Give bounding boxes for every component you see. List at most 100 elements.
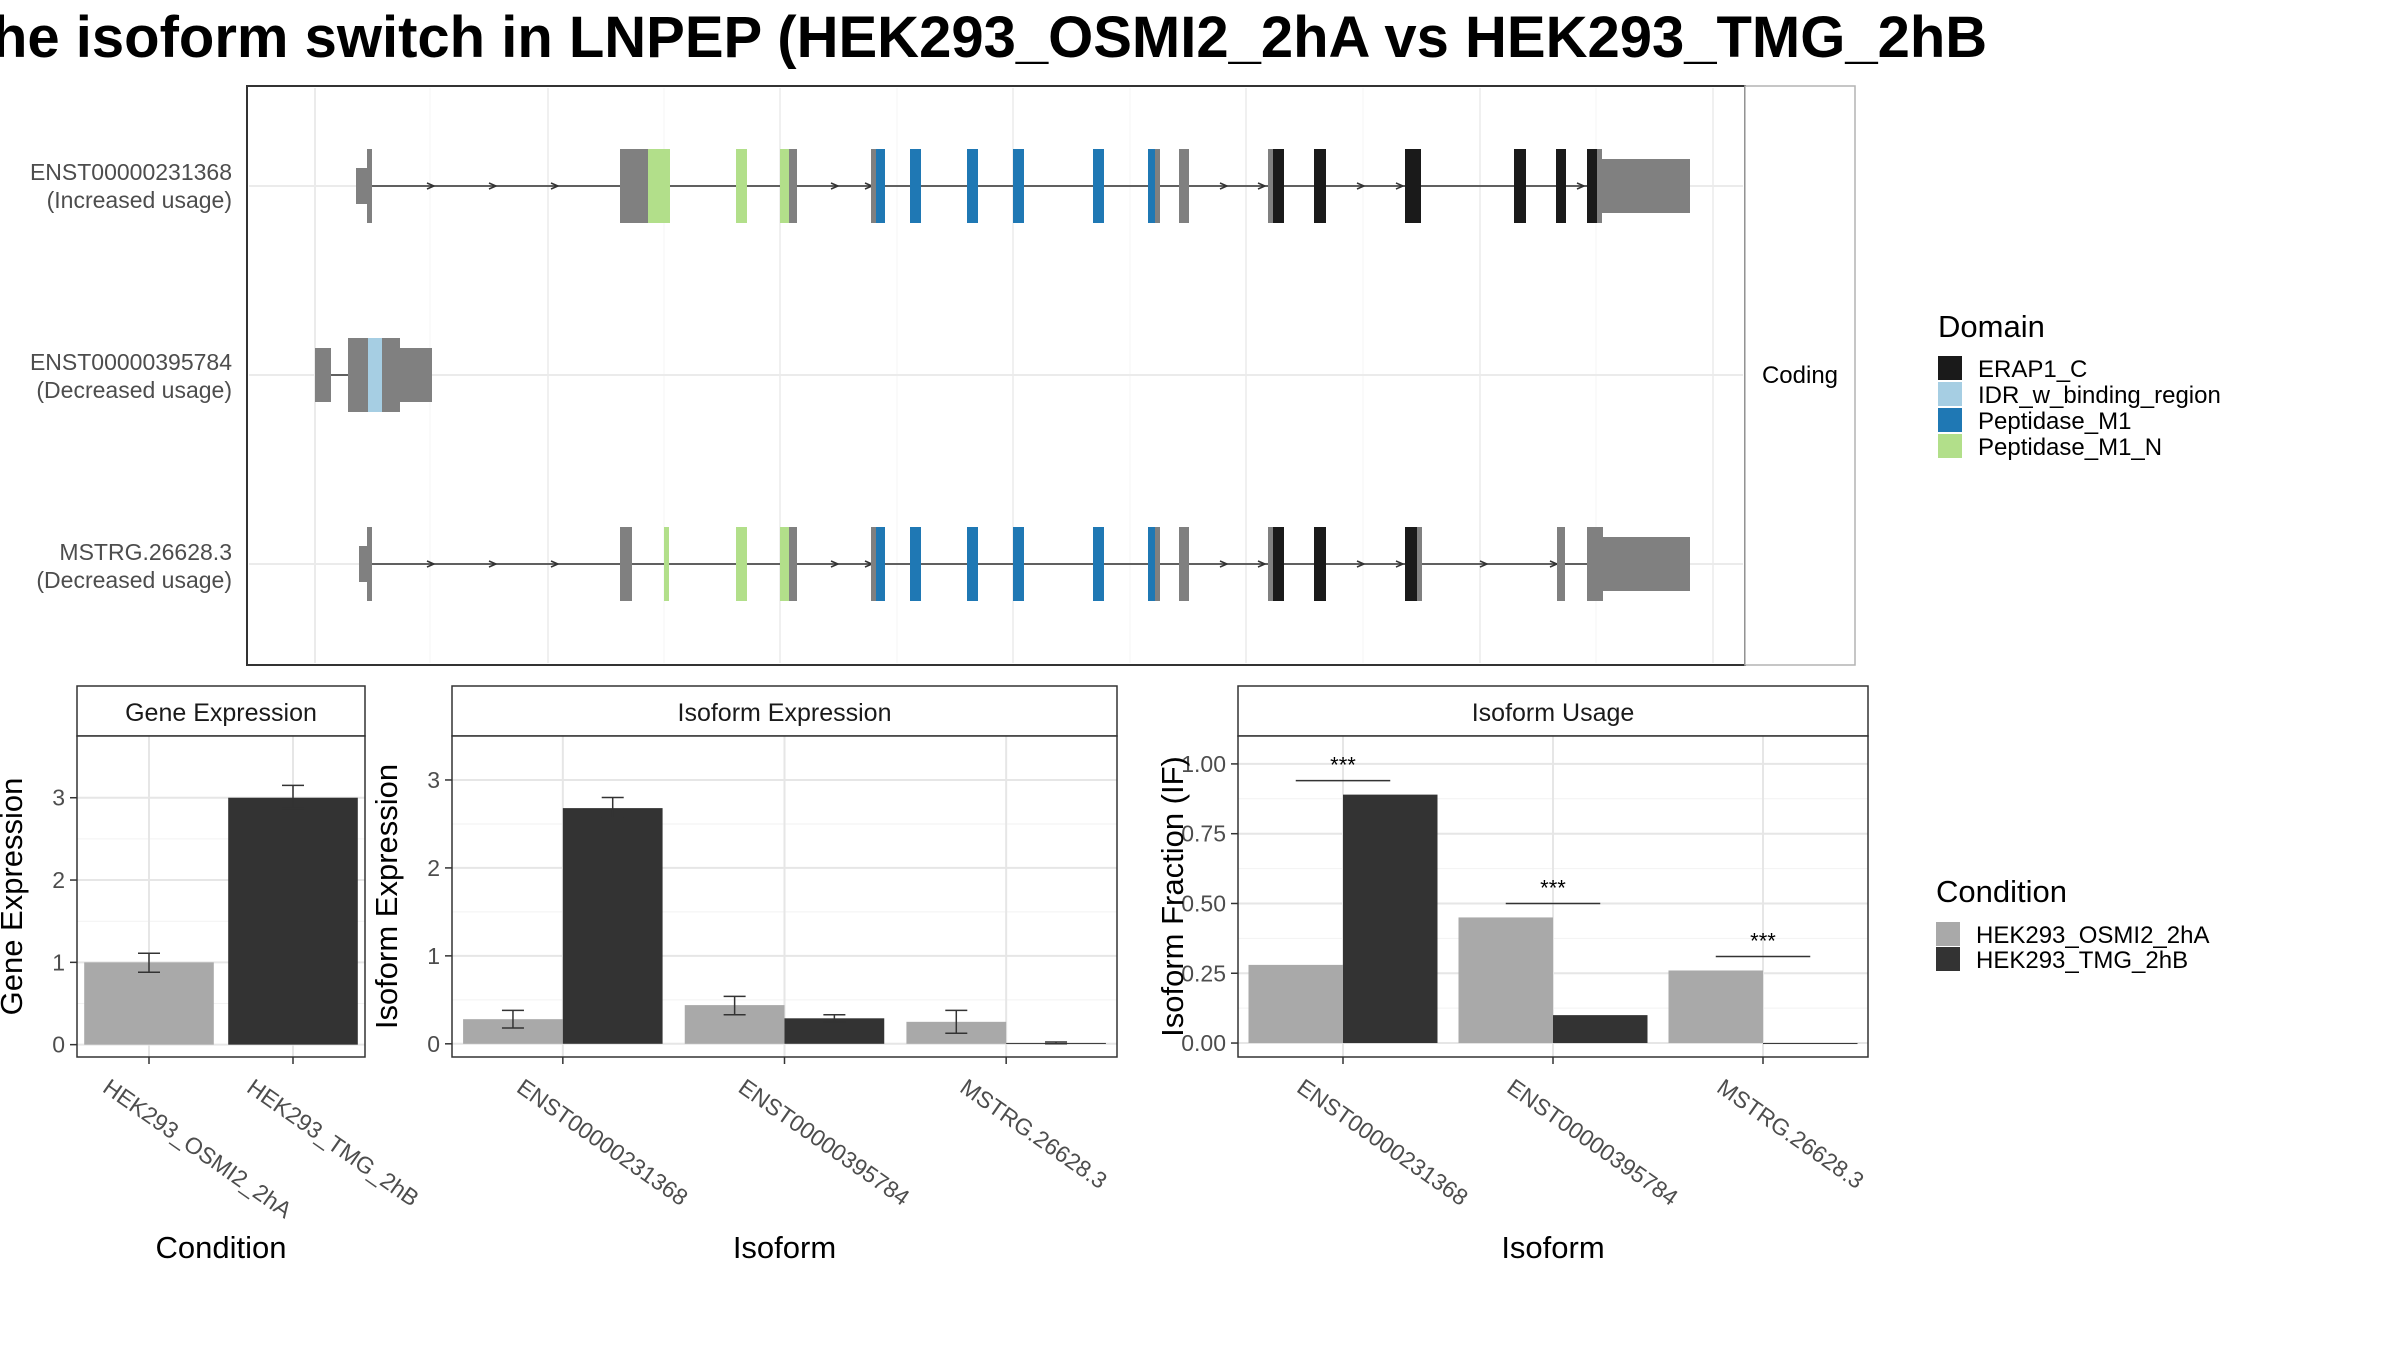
domain-exon	[1273, 149, 1284, 223]
panel-title: Isoform Expression	[678, 699, 892, 727]
legend-label-tmg: HEK293_TMG_2hB	[1976, 947, 2188, 974]
y-tick-label: 3	[427, 767, 440, 793]
domain-exon	[736, 149, 747, 223]
domain-exon	[780, 149, 789, 223]
transcript-track-2	[315, 338, 432, 412]
domain-exon	[1405, 527, 1417, 601]
legend-key-tmg	[1936, 947, 1960, 971]
bar	[1763, 1043, 1858, 1045]
domain-exon	[967, 149, 978, 223]
y-axis-title: Isoform Fraction (IF)	[1155, 756, 1190, 1037]
exon	[348, 338, 368, 412]
domain-legend: Domain ERAP1_C IDR_w_binding_region Pept…	[1938, 309, 2221, 461]
y-tick-label: 0	[52, 1032, 65, 1058]
bar	[1553, 1015, 1648, 1044]
significance-label: ***	[1540, 875, 1566, 900]
utr-exon	[1602, 159, 1690, 213]
legend-key-peptidase-m1-n	[1938, 434, 1962, 458]
domain-exon	[1587, 149, 1597, 223]
strand-arrow	[1395, 182, 1405, 190]
x-tick-label: MSTRG.26628.3	[956, 1074, 1112, 1194]
exon	[789, 527, 797, 601]
exon	[1268, 149, 1273, 223]
domain-exon	[1013, 527, 1024, 601]
bar	[84, 962, 214, 1045]
transcript-usage-3: (Decreased usage)	[36, 567, 232, 593]
domain-exon	[1314, 149, 1326, 223]
domain-exon	[967, 527, 978, 601]
error-bar	[823, 1014, 846, 1023]
bar	[1343, 794, 1438, 1044]
transcript-track-3	[359, 527, 1690, 601]
transcript-track-1	[356, 149, 1690, 223]
x-tick-label: ENST00000231368	[1292, 1074, 1472, 1211]
strand-arrow	[550, 182, 560, 190]
x-axis-title: Isoform	[733, 1230, 836, 1265]
domain-exon	[1273, 527, 1284, 601]
bar	[1248, 964, 1343, 1044]
error-bar	[282, 784, 304, 810]
y-tick-label: 1.00	[1181, 751, 1226, 777]
transcript-usage-2: (Decreased usage)	[36, 377, 232, 403]
y-tick-label: 2	[427, 855, 440, 881]
domain-exon	[1314, 527, 1326, 601]
bar	[228, 797, 358, 1045]
significance-label: ***	[1750, 929, 1776, 954]
y-tick-label: 0.25	[1181, 960, 1226, 986]
exon	[620, 527, 632, 601]
exon	[1268, 527, 1273, 601]
bar-panel-3: Isoform Usage *** *** *** 0.00 0.25 0.50 0.75 1.…	[1155, 685, 1869, 1265]
figure-title: he isoform switch in LNPEP (HEK293_OSMI2…	[0, 5, 1987, 70]
exon	[382, 338, 400, 412]
domain-exon	[910, 149, 921, 223]
strand-arrow	[830, 182, 840, 190]
x-tick-label: MSTRG.26628.3	[1712, 1074, 1868, 1194]
x-tick-label: ENST00000395784	[1502, 1074, 1683, 1211]
domain-exon	[1093, 149, 1104, 223]
legend-key-osmi2	[1936, 922, 1960, 946]
domain-exon	[1514, 149, 1526, 223]
error-bar	[1045, 1041, 1068, 1045]
error-bar	[723, 995, 746, 1016]
bar	[1458, 917, 1553, 1044]
y-tick-label: 1	[52, 949, 65, 975]
domain-exon	[648, 149, 670, 223]
domain-exon	[664, 527, 669, 601]
exon	[620, 149, 648, 223]
y-tick-label: 0.75	[1181, 821, 1226, 847]
x-axis-title: Condition	[156, 1230, 287, 1265]
x-tick-label: ENST00000395784	[734, 1074, 915, 1211]
significance-label: ***	[1330, 753, 1356, 778]
exon	[871, 149, 876, 223]
y-tick-label: 1	[427, 943, 440, 969]
domain-exon	[368, 338, 382, 412]
strand-arrow	[426, 560, 436, 568]
exon	[1597, 149, 1602, 223]
domain-exon	[1013, 149, 1024, 223]
domain-exon	[1148, 527, 1155, 601]
x-tick-label: ENST00000231368	[512, 1074, 692, 1211]
exon	[1155, 527, 1160, 601]
y-tick-label: 0.50	[1181, 890, 1226, 916]
bar	[562, 808, 663, 1044]
condition-legend: Condition HEK293_OSMI2_2hA HEK293_TMG_2h…	[1936, 874, 2209, 974]
exon	[1587, 527, 1603, 601]
legend-label-erap1-c: ERAP1_C	[1978, 356, 2087, 383]
domain-exon	[1405, 149, 1421, 223]
legend-label-peptidase-m1-n: Peptidase_M1_N	[1978, 434, 2162, 461]
x-axis-title: Isoform	[1501, 1230, 1604, 1265]
strand-arrow	[1395, 560, 1405, 568]
strand-arrow	[1219, 182, 1229, 190]
strand-arrow	[1479, 560, 1489, 568]
strand-arrow	[488, 560, 498, 568]
strand-arrow	[1219, 560, 1229, 568]
domain-exon	[736, 527, 747, 601]
exon	[367, 149, 372, 223]
error-bar	[601, 796, 624, 819]
transcript-usage-1: (Increased usage)	[47, 187, 232, 213]
utr-exon	[356, 168, 368, 204]
exon	[1179, 149, 1189, 223]
exon	[1155, 149, 1160, 223]
transcript-label-2: ENST00000395784	[30, 349, 232, 375]
